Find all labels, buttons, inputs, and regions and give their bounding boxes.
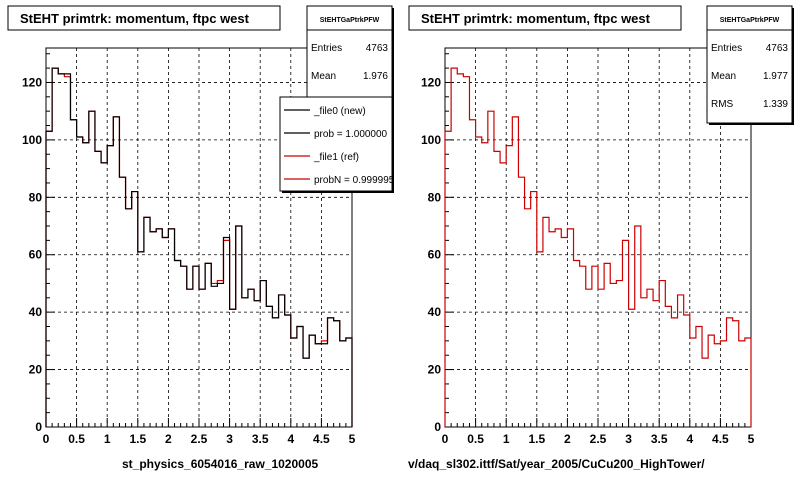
footer-left-run-label: st_physics_6054016_raw_1020005	[122, 457, 319, 471]
stats-value: 1.977	[763, 71, 788, 82]
x-tick-label: 3.5	[252, 432, 269, 446]
y-tick-label: 100	[22, 133, 42, 147]
x-tick-label: 4.5	[313, 432, 330, 446]
y-tick-label: 120	[421, 75, 441, 89]
legend-entries: _file0 (new) prob = 1.000000 _file1 (ref) p…	[284, 106, 395, 186]
legend-entry-label: _file0 (new)	[313, 106, 366, 117]
x-tick-label: 4	[686, 432, 693, 446]
x-tick-label: 2	[564, 432, 571, 446]
x-tick-label: 0.5	[467, 432, 484, 446]
stats-value: 1.339	[763, 99, 788, 110]
stats-box	[306, 5, 393, 102]
histogram-panel-1: 0 0.5 1 1.5 2 2.5 3 3.5 4 4.5 5 0 20 40 60 80 100 120 StEH…	[7, 5, 395, 446]
panel-title: StEHT primtrk: momentum, ftpc west	[20, 11, 250, 26]
histogram-panel-2: 0 0.5 1 1.5 2 2.5 3 3.5 4 4.5 5 0 20 40 60 80 100 120 StEH…	[408, 5, 794, 446]
footer-right-path-label: v/daq_sl302.ittf/Sat/year_2005/CuCu200_H…	[408, 457, 705, 471]
x-tick-label: 1.5	[129, 432, 146, 446]
stats-value: 4763	[366, 43, 389, 54]
x-tick-label: 2.5	[191, 432, 208, 446]
stats-box	[706, 5, 793, 124]
legend-entry-label: probN = 0.999995	[314, 175, 395, 186]
y-tick-label: 40	[428, 305, 442, 319]
y-tick-label: 40	[29, 305, 43, 319]
y-tick-label: 60	[428, 248, 442, 262]
y-tick-label: 80	[428, 190, 442, 204]
title-box	[7, 5, 281, 31]
legend-entry-label: _file1 (ref)	[313, 152, 359, 163]
legend: _file0 (new) prob = 1.000000 _file1 (ref) p…	[279, 96, 395, 193]
stats-label: Entries	[311, 43, 342, 54]
x-tick-label: 1.5	[528, 432, 545, 446]
x-tick-label: 5	[349, 432, 356, 446]
y-tick-label: 80	[29, 190, 43, 204]
x-tick-label: 4	[287, 432, 294, 446]
x-tick-label: 4.5	[712, 432, 729, 446]
x-tick-label: 2.5	[590, 432, 607, 446]
stats-value: 1.976	[363, 71, 388, 82]
stats-value: 4763	[766, 43, 789, 54]
histogram-series-new	[444, 67, 752, 427]
panel-title: StEHT primtrk: momentum, ftpc west	[421, 11, 651, 26]
x-tick-label: 2	[165, 432, 172, 446]
y-tick-label: 100	[421, 133, 441, 147]
y-tick-label: 20	[29, 363, 43, 377]
x-tick-label: 0	[43, 432, 50, 446]
x-tick-label: 5	[748, 432, 755, 446]
legend-entry-label: prob = 1.000000	[314, 129, 388, 140]
x-tick-label: 1	[104, 432, 111, 446]
x-tick-label: 0	[442, 432, 449, 446]
x-tick-label: 0.5	[68, 432, 85, 446]
legend-box	[279, 96, 393, 192]
x-tick-label: 3.5	[651, 432, 668, 446]
histogram-series-new	[45, 67, 353, 427]
y-tick-label: 120	[22, 75, 42, 89]
x-tick-label: 3	[625, 432, 632, 446]
stats-label: Mean	[711, 71, 736, 82]
y-tick-label: 60	[29, 248, 43, 262]
y-tick-label: 20	[428, 363, 442, 377]
stats-label: Entries	[711, 43, 742, 54]
stats-name: StEHTGaPtrkPFW	[720, 17, 780, 24]
title-box	[408, 5, 682, 31]
y-tick-label: 0	[35, 420, 42, 434]
y-tick-label: 0	[434, 420, 441, 434]
stats-name: StEHTGaPtrkPFW	[320, 17, 380, 24]
x-tick-label: 3	[226, 432, 233, 446]
x-tick-label: 1	[503, 432, 510, 446]
stats-label: Mean	[311, 71, 336, 82]
stats-label: RMS	[711, 99, 734, 110]
